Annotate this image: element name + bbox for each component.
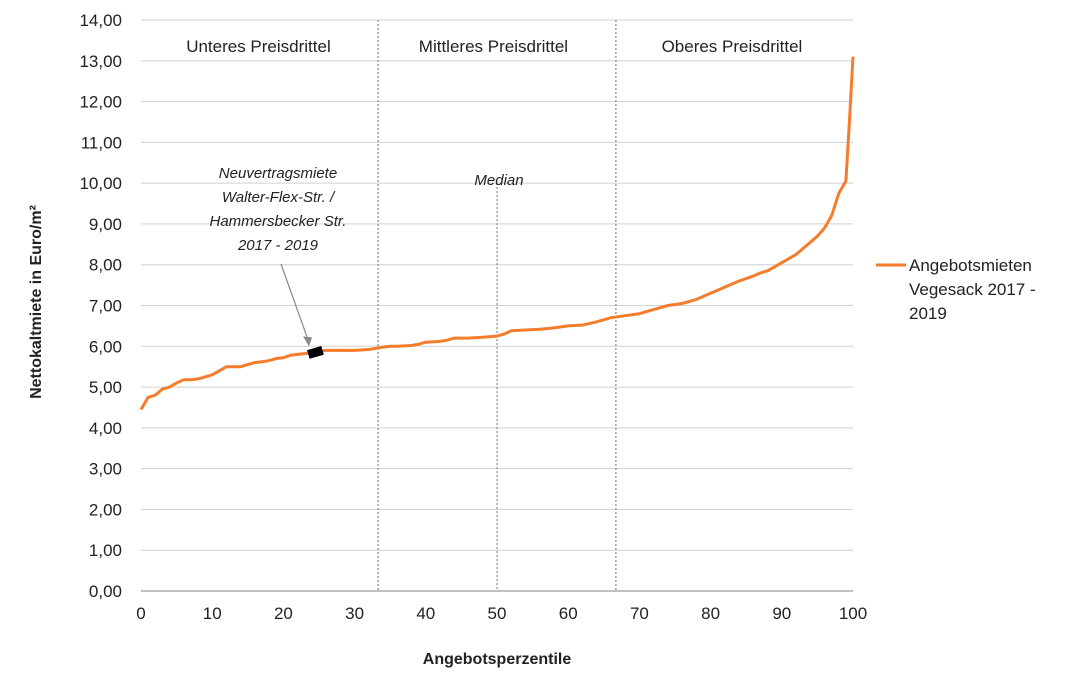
annotation-text: 2017 - 2019 (237, 237, 319, 254)
legend: Angebotsmieten Vegesack 2017 - 2019 (876, 256, 1036, 323)
x-tick-labels: 0 10 20 30 40 50 60 70 80 90 100 (136, 604, 867, 623)
y-tick-label: 0,00 (89, 582, 122, 601)
section-dividers (377, 20, 617, 591)
y-tick-label: 12,00 (79, 93, 122, 112)
annotation: Neuvertragsmiete Walter-Flex-Str. / Hammer… (210, 165, 347, 359)
series-layer (139, 56, 855, 411)
x-tick-label: 60 (559, 604, 578, 623)
x-tick-label: 100 (839, 604, 867, 623)
annotation-marker (307, 346, 324, 359)
y-tick-label: 14,00 (79, 11, 122, 30)
y-tick-label: 8,00 (89, 256, 122, 275)
section-label: Mittleres Preisdrittel (419, 37, 568, 56)
annotation-arrow (280, 263, 310, 343)
series-line (139, 56, 855, 411)
x-tick-label: 50 (488, 604, 507, 623)
x-tick-label: 40 (416, 604, 435, 623)
section-label: Unteres Preisdrittel (186, 37, 331, 56)
y-tick-label: 4,00 (89, 419, 122, 438)
x-axis-title: Angebotsperzentile (423, 651, 572, 668)
x-tick-label: 80 (701, 604, 720, 623)
y-tick-label: 10,00 (79, 174, 122, 193)
y-tick-label: 7,00 (89, 297, 122, 316)
annotation-text: Hammersbecker Str. (210, 213, 347, 230)
median-label: Median (474, 172, 523, 189)
y-tick-label: 6,00 (89, 337, 122, 356)
x-tick-label: 10 (203, 604, 222, 623)
x-tick-label: 0 (136, 604, 145, 623)
x-tick-label: 90 (772, 604, 791, 623)
x-tick-label: 30 (345, 604, 364, 623)
y-axis-title: Nettokaltmiete in Euro/m² (28, 205, 45, 399)
y-tick-label: 9,00 (89, 215, 122, 234)
section-labels: Unteres Preisdrittel Mittleres Preisdritt… (186, 37, 802, 56)
legend-label: Vegesack 2017 - (909, 280, 1036, 299)
legend-label: 2019 (909, 304, 947, 323)
grid-lines (141, 19, 853, 592)
y-tick-label: 3,00 (89, 460, 122, 479)
legend-label: Angebotsmieten (909, 256, 1032, 275)
y-tick-label: 5,00 (89, 378, 122, 397)
annotation-arrowhead (303, 336, 312, 347)
y-tick-labels: 0,00 1,00 2,00 3,00 4,00 5,00 6,00 7,00 8,00 9,00… (79, 11, 122, 601)
annotation-text: Walter-Flex-Str. / (222, 189, 336, 206)
y-tick-label: 1,00 (89, 541, 122, 560)
x-tick-label: 70 (630, 604, 649, 623)
annotation-text: Neuvertragsmiete (219, 165, 337, 182)
x-tick-label: 20 (274, 604, 293, 623)
y-tick-label: 11,00 (81, 133, 122, 152)
y-tick-label: 2,00 (89, 500, 122, 519)
section-label: Oberes Preisdrittel (662, 37, 803, 56)
y-tick-label: 13,00 (79, 52, 122, 71)
